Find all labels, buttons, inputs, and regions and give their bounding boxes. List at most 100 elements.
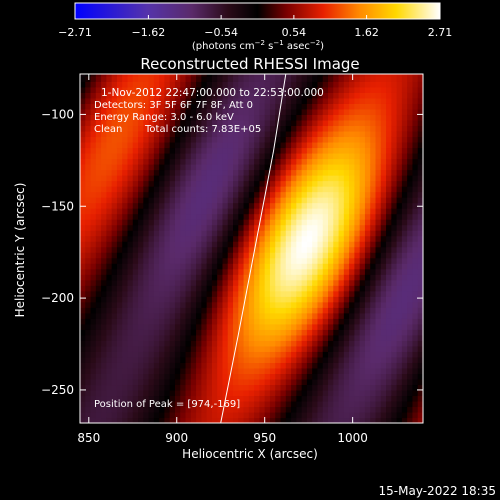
- heatmap-cell: [85, 268, 92, 275]
- heatmap-cell: [333, 235, 340, 242]
- heatmap-cell: [296, 296, 303, 303]
- heatmap-cell: [380, 213, 387, 220]
- heatmap-cell: [206, 312, 213, 319]
- heatmap-cell: [132, 279, 139, 286]
- heatmap-cell: [95, 175, 102, 182]
- heatmap-cell: [143, 213, 150, 220]
- heatmap-cell: [116, 141, 123, 149]
- heatmap-cell: [349, 219, 355, 226]
- heatmap-cell: [222, 406, 229, 413]
- heatmap-cell: [90, 411, 97, 419]
- heatmap-cell: [153, 318, 160, 325]
- heatmap-cell: [95, 103, 102, 110]
- heatmap-cell: [269, 235, 276, 242]
- heatmap-cell: [364, 318, 371, 325]
- heatmap-cell: [164, 400, 171, 408]
- heatmap-cell: [95, 86, 102, 93]
- heatmap-cell: [180, 114, 187, 121]
- heatmap-cell: [122, 75, 129, 82]
- heatmap-cell: [111, 75, 118, 82]
- heatmap-cell: [190, 74, 197, 77]
- heatmap-cell: [254, 92, 261, 99]
- heatmap-cell: [80, 274, 86, 281]
- heatmap-cell: [328, 323, 334, 330]
- heatmap-cell: [401, 241, 408, 248]
- heatmap-cell: [159, 318, 166, 325]
- heatmap-cell: [291, 130, 297, 138]
- heatmap-cell: [301, 367, 308, 374]
- heatmap-cell: [254, 208, 261, 215]
- heatmap-cell: [243, 389, 250, 397]
- heatmap-cell: [201, 81, 208, 88]
- heatmap-cell: [333, 169, 340, 176]
- heatmap-cell: [185, 373, 192, 380]
- heatmap-cell: [296, 108, 303, 116]
- heatmap-cell: [275, 224, 282, 231]
- heatmap-cell: [222, 230, 229, 237]
- heatmap-cell: [312, 296, 319, 303]
- heatmap-cell: [412, 263, 419, 270]
- heatmap-cell: [174, 92, 181, 99]
- heatmap-cell: [148, 356, 155, 363]
- heatmap-cell: [122, 197, 129, 204]
- heatmap-cell: [264, 362, 271, 369]
- heatmap-cell: [143, 114, 150, 121]
- heatmap-cell: [396, 329, 403, 336]
- heatmap-cell: [90, 307, 97, 314]
- heatmap-cell: [217, 202, 224, 209]
- heatmap-cell: [317, 362, 324, 369]
- heatmap-cell: [127, 141, 134, 149]
- heatmap-cell: [164, 378, 171, 386]
- heatmap-cell: [111, 230, 118, 237]
- heatmap-cell: [85, 125, 92, 132]
- heatmap-cell: [317, 164, 324, 171]
- heatmap-cell: [375, 362, 382, 369]
- heatmap-cell: [196, 74, 202, 77]
- heatmap-cell: [359, 323, 366, 330]
- heatmap-cell: [227, 130, 234, 138]
- heatmap-cell: [143, 417, 150, 423]
- heatmap-cell: [364, 103, 371, 110]
- heatmap-cell: [412, 279, 419, 286]
- heatmap-cell: [312, 152, 319, 160]
- heatmap-cell: [233, 197, 239, 204]
- heatmap-cell: [364, 235, 371, 242]
- heatmap-cell: [80, 180, 86, 187]
- heatmap-cell: [217, 158, 224, 165]
- heatmap-cell: [349, 241, 355, 248]
- heatmap-cell: [301, 213, 308, 220]
- heatmap-cell: [206, 345, 213, 352]
- heatmap-cell: [333, 197, 340, 204]
- heatmap-cell: [407, 301, 414, 308]
- heatmap-cell: [217, 334, 224, 341]
- heatmap-cell: [354, 367, 361, 374]
- heatmap-cell: [386, 158, 392, 165]
- heatmap-cell: [364, 395, 371, 402]
- heatmap-cell: [317, 213, 324, 220]
- heatmap-cell: [391, 208, 398, 215]
- heatmap-cell: [259, 417, 266, 423]
- heatmap-cell: [349, 158, 355, 165]
- heatmap-cell: [95, 290, 102, 297]
- heatmap-cell: [148, 296, 155, 303]
- heatmap-cell: [375, 290, 382, 297]
- heatmap-cell: [85, 395, 92, 402]
- heatmap-cell: [233, 290, 239, 297]
- heatmap-cell: [354, 411, 361, 419]
- heatmap-cell: [386, 175, 392, 182]
- heatmap-cell: [180, 395, 187, 402]
- heatmap-cell: [164, 81, 171, 88]
- heatmap-cell: [111, 296, 118, 303]
- heatmap-cell: [364, 274, 371, 281]
- heatmap-cell: [106, 384, 113, 391]
- heatmap-cell: [391, 152, 398, 160]
- heatmap-cell: [85, 81, 92, 88]
- heatmap-cell: [164, 389, 171, 397]
- heatmap-cell: [259, 241, 266, 248]
- heatmap-cell: [312, 219, 319, 226]
- heatmap-cell: [227, 345, 234, 352]
- heatmap-cell: [375, 241, 382, 248]
- heatmap-cell: [328, 74, 334, 77]
- heatmap-cell: [169, 285, 176, 292]
- heatmap-cell: [343, 318, 350, 325]
